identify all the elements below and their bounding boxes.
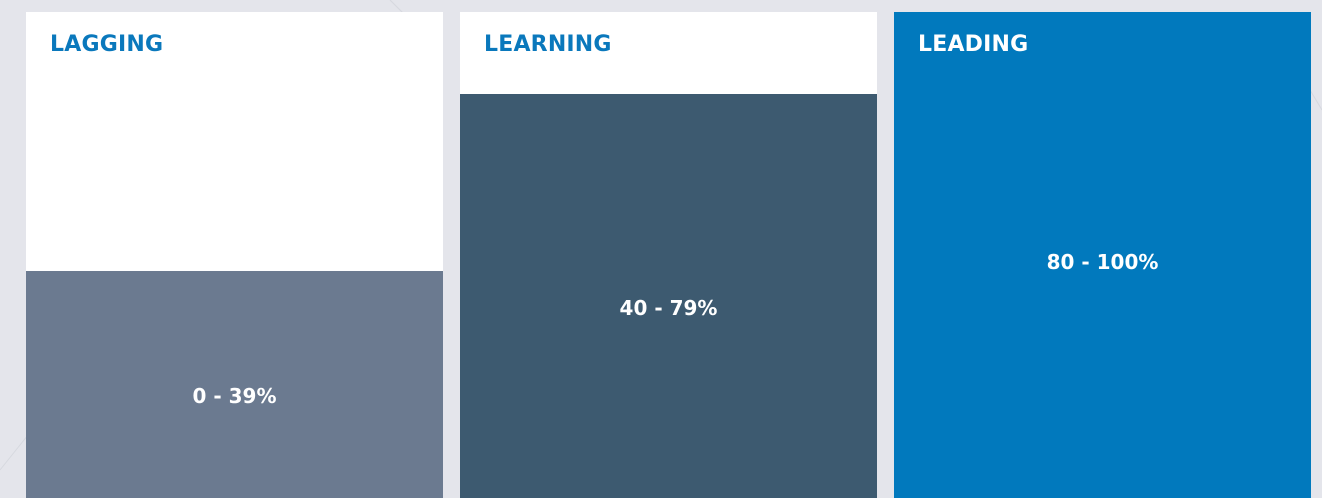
card-title: LEADING xyxy=(918,32,1029,57)
card-fill xyxy=(26,271,443,498)
card-title: LEARNING xyxy=(484,32,612,57)
card: LEADING 80 - 100% xyxy=(894,12,1311,498)
card-title: LAGGING xyxy=(50,32,164,57)
card-range: 80 - 100% xyxy=(1046,250,1159,274)
card: LEARNING 40 - 79% xyxy=(460,12,877,498)
card: LAGGING 0 - 39% xyxy=(26,12,443,498)
card-fill xyxy=(460,94,877,498)
card-range: 0 - 39% xyxy=(192,384,277,408)
card-range: 40 - 79% xyxy=(619,296,718,320)
